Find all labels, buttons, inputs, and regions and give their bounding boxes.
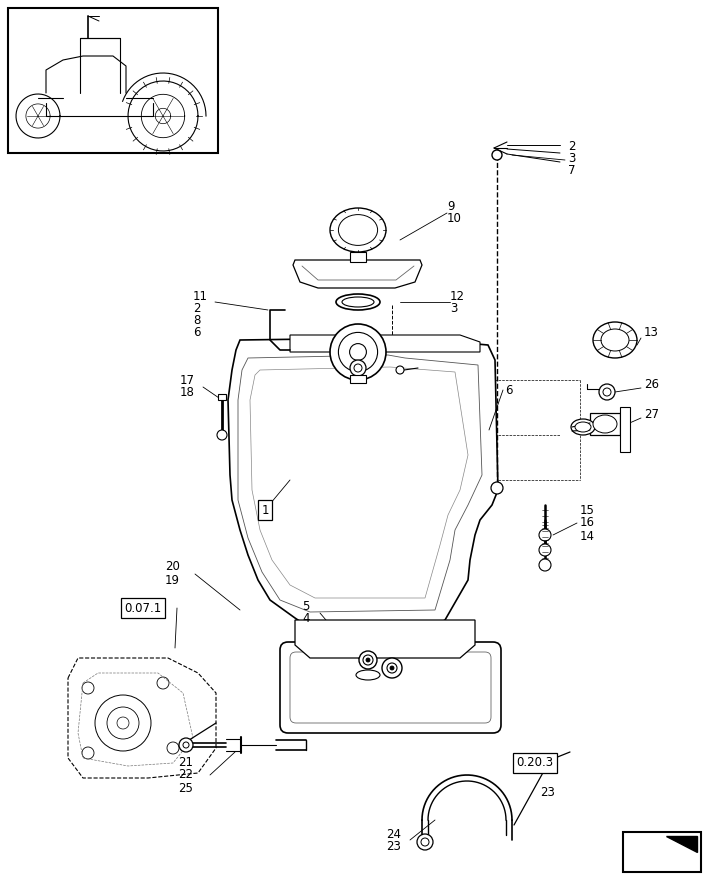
Ellipse shape <box>359 651 377 669</box>
Bar <box>620 407 630 452</box>
Text: 10: 10 <box>447 212 462 226</box>
Ellipse shape <box>363 655 373 665</box>
Ellipse shape <box>599 384 615 400</box>
Ellipse shape <box>356 670 380 680</box>
Text: 6: 6 <box>193 325 200 338</box>
Text: 9: 9 <box>447 201 454 213</box>
Ellipse shape <box>354 364 362 372</box>
Polygon shape <box>293 260 422 288</box>
Text: 2: 2 <box>568 140 576 153</box>
Ellipse shape <box>387 663 397 673</box>
Ellipse shape <box>539 544 551 556</box>
Ellipse shape <box>179 738 193 752</box>
Bar <box>350 252 366 262</box>
Text: 21: 21 <box>178 756 193 768</box>
Ellipse shape <box>390 666 394 670</box>
Bar <box>8 8 218 153</box>
Ellipse shape <box>157 677 169 689</box>
Text: 8: 8 <box>193 314 200 327</box>
Polygon shape <box>666 836 697 852</box>
Ellipse shape <box>491 482 503 494</box>
Ellipse shape <box>107 707 139 739</box>
Ellipse shape <box>183 742 189 748</box>
Ellipse shape <box>330 324 386 380</box>
Ellipse shape <box>339 332 378 372</box>
FancyBboxPatch shape <box>280 642 501 733</box>
Ellipse shape <box>330 208 386 252</box>
Text: 11: 11 <box>193 290 208 302</box>
Ellipse shape <box>396 366 404 374</box>
Ellipse shape <box>603 388 611 396</box>
Polygon shape <box>228 338 498 628</box>
Text: 26: 26 <box>644 379 659 391</box>
Ellipse shape <box>571 419 595 435</box>
Text: 3: 3 <box>450 301 457 315</box>
Ellipse shape <box>349 344 366 360</box>
Text: 15: 15 <box>580 504 595 516</box>
Ellipse shape <box>601 329 629 351</box>
Text: 14: 14 <box>580 529 595 543</box>
Ellipse shape <box>382 658 402 678</box>
Ellipse shape <box>575 422 591 432</box>
Text: 3: 3 <box>568 152 575 165</box>
Ellipse shape <box>339 215 378 246</box>
Polygon shape <box>295 620 475 658</box>
Ellipse shape <box>82 747 94 759</box>
Text: 23: 23 <box>386 840 401 854</box>
Text: 24: 24 <box>386 827 401 840</box>
Ellipse shape <box>217 430 227 440</box>
Ellipse shape <box>95 695 151 751</box>
Text: 5: 5 <box>302 599 310 612</box>
Ellipse shape <box>117 717 129 729</box>
Text: 0.20.3: 0.20.3 <box>516 757 554 769</box>
Bar <box>590 413 620 435</box>
Bar <box>623 832 701 872</box>
Text: 0.07.1: 0.07.1 <box>124 602 162 615</box>
Text: 7: 7 <box>568 164 576 176</box>
Ellipse shape <box>593 322 637 358</box>
Text: 6: 6 <box>505 383 513 396</box>
Ellipse shape <box>492 150 502 160</box>
Ellipse shape <box>336 294 380 310</box>
Text: 22: 22 <box>178 768 193 781</box>
Text: 13: 13 <box>644 325 659 338</box>
Text: 20: 20 <box>165 560 180 574</box>
Ellipse shape <box>593 415 617 433</box>
Text: 23: 23 <box>540 787 555 799</box>
Text: 2: 2 <box>193 301 200 315</box>
Text: 25: 25 <box>178 781 193 795</box>
Bar <box>350 375 366 383</box>
Bar <box>218 394 226 400</box>
Ellipse shape <box>366 658 370 662</box>
Ellipse shape <box>167 742 179 754</box>
Ellipse shape <box>539 529 551 541</box>
Ellipse shape <box>82 682 94 694</box>
Text: 4: 4 <box>302 612 310 626</box>
Ellipse shape <box>350 360 366 376</box>
Text: 27: 27 <box>644 409 659 421</box>
Ellipse shape <box>342 297 374 307</box>
Ellipse shape <box>539 559 551 571</box>
Text: 16: 16 <box>580 516 595 529</box>
Text: 12: 12 <box>450 290 465 302</box>
Polygon shape <box>290 335 480 352</box>
Polygon shape <box>68 658 216 778</box>
Ellipse shape <box>417 834 433 850</box>
Text: 1: 1 <box>261 504 269 516</box>
Text: 18: 18 <box>180 387 195 399</box>
Text: 17: 17 <box>180 374 195 387</box>
Ellipse shape <box>421 838 429 846</box>
Text: 19: 19 <box>165 574 180 587</box>
